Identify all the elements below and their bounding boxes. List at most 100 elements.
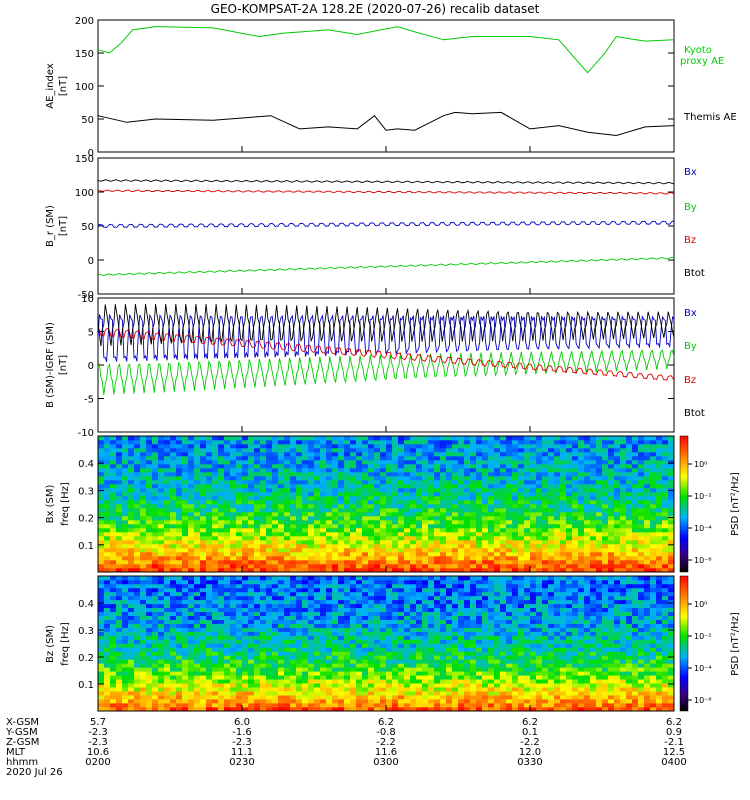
bxspec-cell (518, 464, 525, 469)
bzspec-cell (212, 655, 219, 660)
bxspec-cell (650, 480, 657, 485)
bzspec-cell (320, 663, 327, 668)
bxspec-cell (164, 564, 171, 569)
bxspec-cell (524, 524, 531, 529)
bzspec-cell (224, 683, 231, 688)
bzspec-cell (188, 659, 195, 664)
bzspec-cell (350, 611, 357, 617)
bxspec-cell (362, 556, 369, 561)
bzspec-cell (212, 591, 219, 597)
bzspec-cell (164, 631, 171, 636)
bxspec-cell (410, 488, 417, 493)
bxspec-cell (308, 492, 315, 497)
bxspec-cell (254, 476, 261, 481)
bxspec-cell (284, 484, 291, 489)
bxspec-cell (374, 496, 381, 501)
bxspec-cell (602, 540, 609, 545)
bxspec-cell (410, 476, 417, 481)
bzspec-cell (344, 627, 351, 632)
bxspec-cell (368, 560, 375, 565)
bzspec-cell (248, 647, 255, 652)
bxspec-cell (284, 500, 291, 505)
bxspec-cell (404, 456, 411, 461)
bzspec-cell (188, 611, 195, 617)
bxspec-cell (158, 524, 165, 529)
bxspec-cell (566, 548, 573, 553)
bxspec-cell (182, 512, 189, 517)
bxspec-cell (440, 552, 447, 557)
bxspec-cell (512, 520, 519, 525)
bxspec-cell (506, 552, 513, 557)
bxspec-cell (554, 468, 561, 473)
bxspec-cell (662, 568, 669, 573)
bzspec-cell (194, 639, 201, 644)
bxspec-cell (218, 472, 225, 477)
bzspec-cell (128, 579, 135, 585)
bzspec-cell (104, 615, 111, 620)
bxspec-cell (458, 548, 465, 553)
bxspec-cell (302, 472, 309, 477)
bzspec-cell (314, 687, 321, 692)
bxspec-cell (500, 480, 507, 485)
bxspec-cell (572, 436, 579, 441)
bzspec-cell (116, 603, 123, 609)
bzspec-cell (140, 611, 147, 617)
bxspec-cell (662, 504, 669, 509)
bxspec-cell (344, 504, 351, 509)
bxspec-cell (362, 484, 369, 489)
bxspec-cell (500, 472, 507, 477)
bzspec-cell (158, 615, 165, 620)
bzspec-cell (140, 647, 147, 652)
bzspec-cell (332, 675, 339, 680)
bxspec-cell (266, 568, 273, 573)
bxspec-cell (356, 552, 363, 557)
bxspec-cell (668, 568, 675, 573)
bxspec-cell (230, 528, 237, 533)
bxspec-cell (590, 436, 597, 441)
bzspec-cell (266, 707, 273, 712)
bxspec-cell (350, 516, 357, 521)
bzspec-cell (308, 603, 315, 609)
bxspec-cell (296, 452, 303, 457)
bxspec-cell (260, 500, 267, 505)
bxspec-cell (332, 564, 339, 569)
bzspec-cell (338, 695, 345, 700)
bxspec-cell (314, 440, 321, 445)
bxspec-cell (392, 444, 399, 449)
bxspec-cell (314, 512, 321, 517)
bxspec-cell (200, 556, 207, 561)
bxspec-cell (602, 484, 609, 489)
bzspec-cell (122, 631, 129, 636)
bxspec-cell (302, 560, 309, 565)
bxspec-cell (296, 484, 303, 489)
bxspec-cell (506, 540, 513, 545)
bzspec-cell (242, 699, 249, 704)
bzspec-cell (182, 599, 189, 605)
bxspec-cell (458, 444, 465, 449)
bxspec-cell (524, 444, 531, 449)
bxspec-cell (314, 564, 321, 569)
bxspec-cell (452, 560, 459, 565)
bxspec-cell (476, 472, 483, 477)
bzspec-cell (134, 651, 141, 656)
bxspec-cell (656, 456, 663, 461)
bzspec-cell (140, 659, 147, 664)
bxspec-cell (374, 444, 381, 449)
bxspec-cell (248, 556, 255, 561)
bzspec-cell (302, 595, 309, 601)
bxspec-cell (116, 524, 123, 529)
bxspec-cell (626, 468, 633, 473)
bxspec-cell (152, 500, 159, 505)
bxspec-cell (284, 476, 291, 481)
bxspec-cell (500, 488, 507, 493)
bxspec-cell (116, 504, 123, 509)
bxspec-cell (398, 492, 405, 497)
bxspec-cell (182, 528, 189, 533)
bzspec-cell (272, 687, 279, 692)
bzspec-cell (152, 643, 159, 648)
bzspec-cell (368, 651, 375, 656)
bzspec-cell (242, 611, 249, 617)
bzspec-cell (290, 643, 297, 648)
bxspec-cell (290, 496, 297, 501)
bxspec-cell (320, 488, 327, 493)
